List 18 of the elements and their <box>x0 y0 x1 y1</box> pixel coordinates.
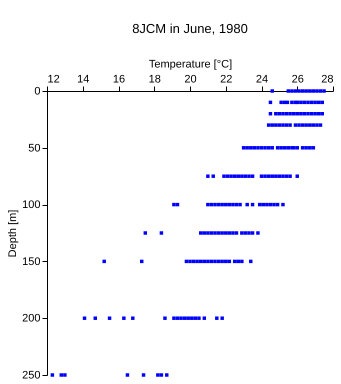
x-tick-label: 24 <box>256 74 268 86</box>
y-tick-label: 0 <box>34 86 40 98</box>
x-tick-label: 20 <box>184 74 197 86</box>
chart-title: 8JCM in June, 1980 <box>132 21 248 36</box>
x-tick-label: 14 <box>77 74 90 86</box>
x-axis-title: Temperature [°C] <box>148 58 232 70</box>
y-tick-label: 50 <box>28 142 40 154</box>
x-tick-label: 22 <box>220 74 232 86</box>
x-tick-label: 26 <box>292 74 304 86</box>
y-axis-title: Depth [m] <box>7 210 20 258</box>
x-tick-label: 12 <box>48 74 60 86</box>
y-tick-label: 200 <box>22 312 40 325</box>
x-tick-label: 16 <box>112 74 126 86</box>
y-tick-label: 150 <box>22 256 40 268</box>
x-tick-label: 28 <box>321 74 334 86</box>
x-tick-label: 18 <box>148 74 161 86</box>
y-tick-label: 100 <box>22 199 40 212</box>
y-tick-label: 250 <box>22 370 40 382</box>
